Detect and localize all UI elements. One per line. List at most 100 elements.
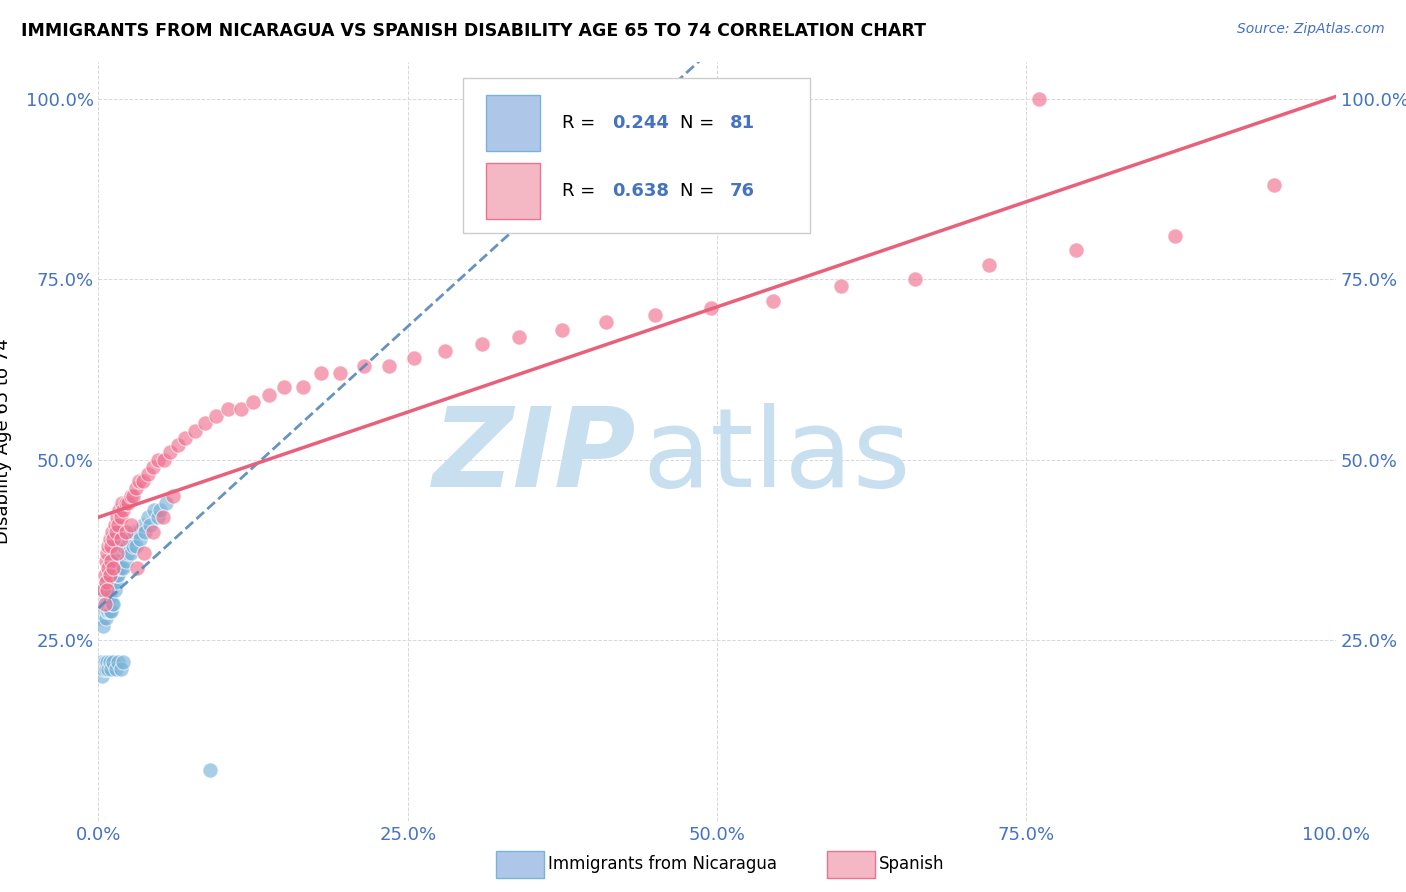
- Point: [93, 662, 115, 676]
- Point: [98, 604, 121, 618]
- Point: [104, 554, 127, 568]
- Point: [107, 546, 129, 560]
- Point: [198, 763, 221, 777]
- Point: [139, 517, 162, 532]
- Point: [97, 604, 120, 618]
- Point: [96, 655, 118, 669]
- Point: [97, 539, 120, 553]
- Point: [115, 539, 138, 553]
- Point: [98, 655, 121, 669]
- Text: R =: R =: [562, 182, 602, 201]
- FancyBboxPatch shape: [485, 95, 540, 151]
- Point: [353, 359, 375, 373]
- Point: [96, 546, 118, 560]
- Text: 81: 81: [730, 114, 755, 132]
- Point: [103, 561, 125, 575]
- Point: [174, 431, 197, 445]
- Point: [110, 539, 132, 553]
- Point: [107, 517, 129, 532]
- Point: [595, 315, 617, 329]
- Text: IMMIGRANTS FROM NICARAGUA VS SPANISH DISABILITY AGE 65 TO 74 CORRELATION CHART: IMMIGRANTS FROM NICARAGUA VS SPANISH DIS…: [21, 22, 927, 40]
- Point: [111, 496, 134, 510]
- Point: [124, 482, 146, 496]
- Point: [93, 582, 115, 597]
- Point: [101, 575, 124, 590]
- Point: [103, 597, 125, 611]
- Point: [159, 445, 181, 459]
- Text: Source: ZipAtlas.com: Source: ZipAtlas.com: [1237, 22, 1385, 37]
- Point: [101, 597, 124, 611]
- Point: [120, 546, 142, 560]
- Point: [433, 344, 456, 359]
- Point: [134, 546, 156, 560]
- Point: [110, 510, 132, 524]
- Point: [105, 568, 128, 582]
- Point: [112, 539, 135, 553]
- Point: [229, 402, 252, 417]
- Point: [644, 308, 666, 322]
- Point: [471, 337, 494, 351]
- Point: [112, 561, 135, 575]
- Point: [184, 424, 207, 438]
- Point: [117, 496, 139, 510]
- Point: [91, 597, 114, 611]
- Point: [101, 524, 124, 539]
- Point: [118, 532, 141, 546]
- Point: [378, 359, 401, 373]
- Point: [97, 575, 120, 590]
- Point: [153, 452, 176, 467]
- FancyBboxPatch shape: [485, 163, 540, 219]
- Point: [110, 561, 132, 575]
- Point: [132, 475, 155, 489]
- Point: [1028, 91, 1050, 105]
- Point: [117, 546, 139, 560]
- Point: [104, 524, 127, 539]
- Point: [700, 301, 723, 315]
- Point: [508, 330, 530, 344]
- Point: [93, 568, 115, 582]
- Point: [273, 380, 295, 394]
- Point: [136, 510, 159, 524]
- Point: [166, 438, 188, 452]
- Point: [93, 604, 115, 618]
- Point: [96, 582, 118, 597]
- Point: [122, 539, 145, 553]
- Point: [128, 475, 150, 489]
- Text: Spanish: Spanish: [879, 855, 945, 873]
- Point: [93, 611, 115, 625]
- Point: [98, 532, 121, 546]
- Point: [90, 655, 112, 669]
- Point: [103, 655, 125, 669]
- Point: [108, 503, 131, 517]
- Point: [94, 590, 117, 604]
- Point: [291, 380, 314, 394]
- Point: [904, 272, 927, 286]
- Y-axis label: Disability Age 65 to 74: Disability Age 65 to 74: [0, 339, 11, 544]
- Point: [97, 662, 120, 676]
- Point: [205, 409, 228, 424]
- Point: [103, 561, 125, 575]
- Point: [830, 279, 852, 293]
- Point: [93, 575, 115, 590]
- Point: [103, 517, 125, 532]
- Point: [114, 554, 136, 568]
- Point: [121, 532, 143, 546]
- Point: [100, 582, 122, 597]
- Point: [152, 510, 174, 524]
- Point: [309, 366, 332, 380]
- Point: [124, 539, 146, 553]
- Point: [96, 582, 118, 597]
- Point: [93, 597, 115, 611]
- Point: [217, 402, 239, 417]
- Point: [142, 459, 165, 474]
- Point: [110, 662, 132, 676]
- Point: [146, 510, 169, 524]
- Point: [105, 510, 128, 524]
- Point: [100, 568, 122, 582]
- Point: [112, 539, 135, 553]
- Point: [132, 517, 155, 532]
- Point: [1064, 243, 1087, 257]
- Point: [101, 561, 124, 575]
- Point: [103, 582, 125, 597]
- Point: [134, 524, 156, 539]
